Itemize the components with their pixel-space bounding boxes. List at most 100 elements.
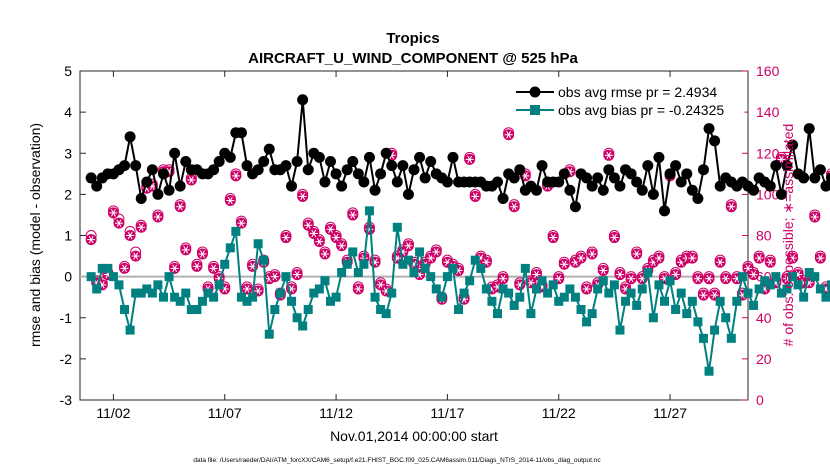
obs-assimilated-spoke	[316, 237, 322, 246]
obs-assimilated-spoke	[188, 176, 194, 184]
bias-marker	[604, 288, 614, 298]
obs-assimilated-marker	[241, 283, 253, 295]
y-right-tick-label: 80	[756, 228, 772, 244]
obs-assimilated-spoke	[528, 279, 534, 287]
rmse-marker	[592, 172, 604, 184]
obs-assimilated-spoke	[378, 281, 384, 289]
obs-assimilated-marker	[725, 201, 737, 213]
bias-marker	[259, 255, 269, 265]
bias-marker	[264, 329, 274, 339]
obs-assimilated-marker	[814, 252, 826, 264]
y-left-tick-label: 3	[64, 145, 72, 161]
y-right-tick-label: 0	[756, 392, 764, 408]
bias-marker	[554, 296, 564, 306]
bias-marker	[726, 333, 736, 343]
obs-assimilated-marker	[297, 190, 309, 202]
obs-assimilated-spoke	[339, 242, 345, 250]
obs-assimilated-spoke	[751, 270, 756, 279]
obs-assimilated-spoke	[790, 254, 795, 262]
bias-marker	[420, 263, 430, 273]
obs-assimilated-spoke	[110, 209, 116, 217]
obs-assimilated-marker	[469, 190, 481, 202]
obs-assimilated-marker	[720, 273, 732, 285]
rmse-marker	[146, 164, 158, 176]
bias-marker	[754, 284, 764, 294]
y-left-tick-label: 1	[64, 228, 72, 244]
rmse-marker	[770, 160, 782, 172]
bias-marker	[92, 284, 102, 294]
bias-marker	[231, 226, 241, 236]
rmse-marker	[569, 201, 581, 213]
obs-assimilated-spoke	[701, 291, 706, 299]
chart-subtitle: AIRCRAFT_U_WIND_COMPONENT @ 525 hPa	[248, 50, 578, 67]
y-left-tick-label: 5	[64, 63, 72, 79]
rmse-marker	[536, 160, 548, 172]
x-tick-label: 11/12	[319, 405, 353, 421]
bias-marker	[225, 243, 235, 253]
obs-assimilated-marker	[336, 240, 348, 252]
obs-assimilated-spoke	[578, 254, 584, 262]
rmse-marker	[675, 176, 687, 188]
bias-marker	[771, 272, 781, 282]
obs-assimilated-marker	[586, 248, 598, 260]
obs-assimilated-spoke	[233, 172, 239, 180]
rmse-marker	[330, 168, 342, 180]
obs-assimilated-spoke	[311, 229, 317, 238]
bias-marker	[793, 280, 803, 290]
rmse-marker	[347, 155, 359, 167]
rmse-marker	[659, 205, 670, 217]
obs-assimilated-marker	[124, 230, 136, 241]
obs-assimilated-marker	[196, 248, 208, 260]
obs-assimilated-spoke	[511, 202, 517, 211]
bias-marker	[710, 325, 720, 335]
rmse-marker	[614, 180, 626, 192]
bias-marker	[609, 280, 619, 290]
bias-marker	[253, 239, 263, 249]
rmse-marker	[653, 151, 665, 163]
rmse-marker	[625, 168, 637, 180]
legend-box	[511, 79, 745, 122]
rmse-marker	[809, 172, 821, 184]
obs-assimilated-marker	[180, 244, 192, 256]
rmse-marker	[558, 168, 570, 180]
rmse-marker	[781, 160, 793, 172]
rmse-marker	[581, 172, 593, 184]
rmse-marker	[642, 160, 654, 172]
rmse-marker	[280, 160, 292, 172]
rmse-marker	[386, 160, 398, 172]
bias-marker	[593, 284, 603, 294]
obs-assimilated-spoke	[350, 211, 356, 219]
rmse-marker	[313, 151, 325, 163]
obs-assimilated-marker	[185, 174, 197, 186]
bias-marker	[498, 284, 508, 294]
obs-assimilated-marker	[430, 246, 442, 258]
bias-marker	[654, 280, 664, 290]
bias-marker	[454, 305, 464, 315]
bias-marker	[782, 284, 792, 294]
obs-assimilated-spoke	[389, 151, 395, 160]
bias-marker	[331, 292, 341, 302]
bias-marker	[142, 284, 152, 294]
obs-assimilated-marker	[308, 227, 320, 239]
bias-marker	[86, 272, 96, 282]
bias-marker	[737, 272, 747, 282]
obs-assimilated-marker	[464, 153, 476, 165]
rmse-marker	[814, 164, 826, 176]
obs-assimilated-marker	[631, 248, 643, 260]
bias-marker	[621, 296, 631, 306]
bias-marker	[275, 288, 285, 298]
obs-assimilated-marker	[280, 232, 292, 244]
y-right-tick-label: 120	[756, 145, 780, 161]
obs-assimilated-spoke	[294, 270, 300, 279]
obs-assimilated-marker	[119, 262, 131, 274]
obs-assimilated-spoke	[444, 258, 450, 266]
rmse-marker	[425, 155, 437, 167]
bias-marker	[776, 288, 786, 298]
bias-marker	[671, 305, 681, 315]
bias-marker	[125, 325, 135, 335]
obs-assimilated-marker	[703, 273, 715, 285]
obs-assimilated-spoke	[617, 270, 623, 279]
bias-marker	[476, 263, 486, 273]
obs-assimilated-spoke	[116, 219, 122, 227]
bias-marker	[637, 284, 647, 294]
